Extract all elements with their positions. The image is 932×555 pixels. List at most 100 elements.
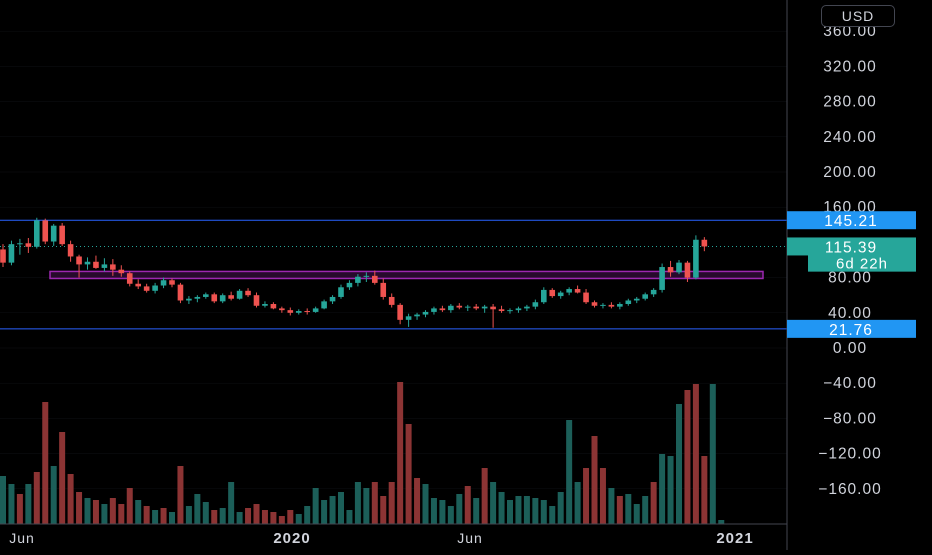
candle-body (110, 264, 116, 270)
currency-button[interactable]: USD (821, 5, 895, 27)
price-tick-label: 200.00 (823, 164, 876, 181)
volume-bar (591, 436, 598, 524)
volume-bar (0, 476, 6, 524)
volume-bar (405, 424, 412, 524)
volume-bar (430, 498, 437, 524)
volume-bar (228, 482, 235, 524)
volume-bar (684, 390, 691, 524)
candle-body (101, 264, 108, 268)
volume-bar (709, 384, 716, 524)
candle-body (42, 220, 49, 242)
candle-body (17, 243, 23, 245)
candle-body (566, 289, 572, 293)
candle-body (464, 306, 471, 308)
time-tick-label: Jun (9, 530, 35, 546)
volume-bar (92, 500, 99, 524)
candle-body (642, 294, 648, 299)
volume-bar (380, 496, 387, 524)
candle-body (524, 306, 530, 309)
candle-body (701, 239, 708, 247)
volume-bar (397, 382, 404, 524)
volume-bar (25, 484, 32, 524)
volume-bar (574, 482, 581, 524)
candle-body (481, 306, 488, 309)
volume-bar (354, 482, 361, 524)
volume-bar (515, 496, 522, 524)
volume-bar (295, 514, 302, 524)
candle-body (617, 304, 623, 307)
volume-bar (329, 496, 336, 524)
volume-bar (338, 492, 344, 524)
candle-body (625, 300, 632, 304)
candle-body (397, 304, 403, 320)
countdown-label-bg (808, 253, 916, 272)
hline-price-label-bg (787, 211, 916, 230)
volume-bar (642, 496, 649, 524)
candle-body (600, 304, 606, 306)
volume-bar (507, 500, 513, 524)
candle-body (126, 273, 133, 284)
volume-bar (278, 516, 285, 524)
candle-body (93, 261, 99, 268)
candle-body (236, 290, 243, 299)
hline-price-label-bg (787, 319, 916, 338)
candle-body (152, 285, 158, 291)
countdown-label: 6d 22h (836, 256, 888, 273)
volume-bar (16, 494, 23, 524)
candle-body (329, 296, 336, 302)
time-axis[interactable]: Jun 2020 Jun 2021 (9, 530, 753, 547)
volume-bar (118, 504, 125, 524)
volume-bar (490, 482, 497, 524)
candle-body (422, 311, 429, 315)
volume-bar (109, 498, 116, 524)
candle-body (143, 286, 150, 291)
volume-bar (321, 500, 328, 524)
volume-bar (67, 474, 74, 524)
volume-bar (211, 510, 218, 524)
volume-bar (650, 482, 657, 524)
last-price-label-bg (787, 237, 916, 256)
candle-body (228, 295, 234, 299)
volume-bar (447, 506, 454, 524)
candle-body (186, 298, 192, 301)
volume-bar (676, 404, 682, 524)
volume-bar (84, 498, 91, 524)
volume-bar (557, 492, 564, 524)
volume-bar (236, 512, 243, 524)
volume-bar (523, 496, 530, 524)
candle-body (557, 292, 564, 297)
volume-bar (253, 504, 260, 524)
price-axis[interactable]: 360.00320.00280.00240.00200.00160.0080.0… (818, 23, 881, 498)
volume-bar (245, 508, 252, 524)
volume-bar (414, 478, 421, 524)
volume-bar (270, 512, 277, 524)
candle-body (169, 280, 175, 285)
candle-body (203, 294, 209, 297)
candle-body (76, 256, 82, 265)
candle-body (0, 249, 6, 263)
volume-bar (608, 488, 615, 524)
price-tick-label: −40.00 (823, 375, 877, 392)
candle-body (245, 290, 251, 296)
candle-body (507, 310, 513, 312)
hline-price-label: 145.21 (824, 213, 877, 230)
volume-bar (185, 506, 192, 524)
volume-bar (371, 482, 378, 524)
price-tick-label: 280.00 (823, 94, 876, 111)
candle-body (541, 289, 547, 303)
volume-bar (202, 502, 209, 524)
candle-body (388, 296, 395, 305)
volume-bar (583, 468, 590, 524)
volume-bar (76, 492, 83, 524)
volume-bar (701, 456, 708, 524)
volume-bar (439, 500, 446, 524)
candle-body (34, 220, 40, 247)
candle-body (431, 308, 437, 312)
volume-bar (498, 492, 505, 524)
price-tick-label: −120.00 (818, 446, 881, 463)
support-zone (49, 270, 764, 280)
candle-body (684, 262, 691, 278)
